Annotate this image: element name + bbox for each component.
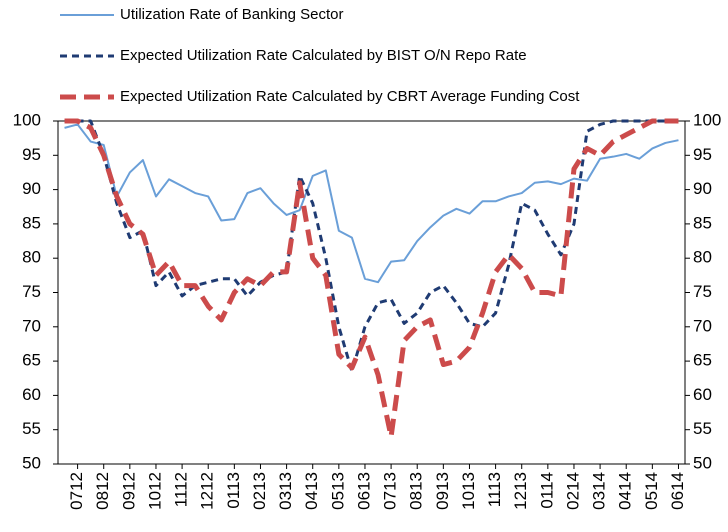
x-tick-label: 0314: [590, 472, 609, 510]
y-tick-label: 85: [22, 213, 41, 232]
x-tick-label: 0213: [250, 472, 269, 510]
x-tick-label: 0913: [433, 472, 452, 510]
series-line: [64, 119, 679, 373]
y-tick-label: 90: [22, 179, 41, 198]
x-tick-label: 0713: [381, 472, 400, 510]
x-tick-label: 0113: [224, 472, 243, 509]
legend-label: Expected Utilization Rate Calculated by …: [120, 47, 527, 64]
x-tick-label: 0912: [119, 472, 138, 510]
x-tick-label: 1013: [459, 472, 478, 510]
y2-tick-label: 85: [693, 213, 712, 232]
y-tick-label: 60: [22, 385, 41, 404]
y-tick-label: 55: [22, 419, 41, 438]
x-tick-label: 1212: [198, 472, 217, 510]
x-tick-label: 1012: [145, 472, 164, 510]
y-tick-label: 80: [22, 248, 41, 267]
series-line: [64, 118, 679, 440]
x-tick-label: 0513: [328, 472, 347, 510]
y2-tick-label: 80: [693, 248, 712, 267]
x-tick-label: 0214: [563, 472, 582, 510]
y2-tick-label: 65: [693, 351, 712, 370]
legend-label: Expected Utilization Rate Calculated by …: [120, 88, 580, 105]
x-tick-label: 1213: [511, 472, 530, 510]
y-tick-label: 75: [22, 282, 41, 301]
y-tick-label: 100: [13, 110, 41, 129]
x-tick-label: 0712: [67, 472, 86, 510]
x-tick-label: 0613: [354, 472, 373, 510]
x-tick-label: 0414: [616, 472, 635, 510]
y2-tick-label: 60: [693, 385, 712, 404]
y-tick-label: 65: [22, 351, 41, 370]
series-line: [64, 123, 679, 284]
x-tick-label: 1112: [172, 472, 191, 507]
y2-tick-label: 95: [693, 145, 712, 164]
y2-tick-label: 50: [693, 453, 712, 472]
y-tick-label: 70: [22, 316, 41, 335]
x-tick-label: 0114: [537, 472, 556, 509]
legend-label: Utilization Rate of Banking Sector: [120, 6, 343, 23]
x-tick-label: 0614: [668, 472, 687, 510]
y2-tick-label: 100: [693, 110, 721, 129]
y2-tick-label: 70: [693, 316, 712, 335]
y-tick-label: 50: [22, 453, 41, 472]
y2-tick-label: 75: [693, 282, 712, 301]
x-tick-label: 1113: [485, 472, 504, 507]
x-tick-label: 0812: [93, 472, 112, 510]
y-tick-label: 95: [22, 145, 41, 164]
x-tick-label: 0514: [642, 472, 661, 510]
x-tick-label: 0413: [302, 472, 321, 510]
y2-tick-label: 90: [693, 179, 712, 198]
x-tick-label: 0313: [276, 472, 295, 510]
x-tick-label: 0813: [407, 472, 426, 510]
y2-tick-label: 55: [693, 419, 712, 438]
